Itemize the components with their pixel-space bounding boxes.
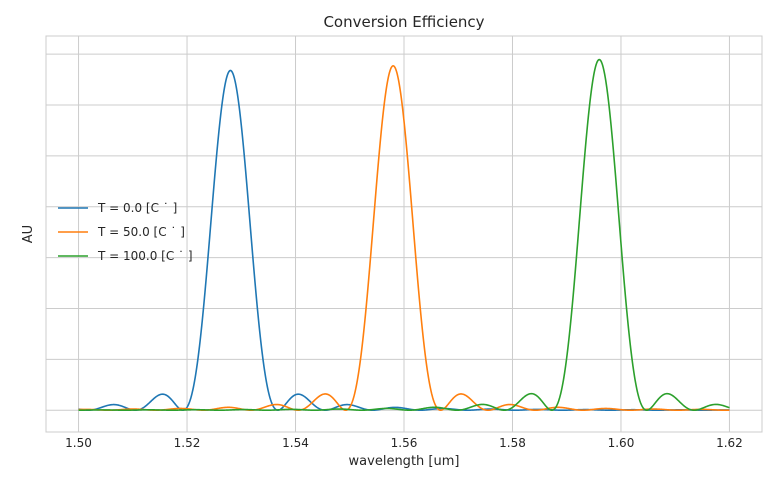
legend: T = 0.0 [C ˙ ] T = 50.0 [C ˙ ] T = 100.0 [… [58,201,193,263]
x-tick-label: 1.54 [282,436,309,450]
legend-label-0: T = 0.0 [C ˙ ] [97,201,177,215]
x-axis-label: wavelength [um] [349,454,460,469]
legend-label-2: T = 100.0 [C ˙ ] [97,249,193,263]
legend-label-1: T = 50.0 [C ˙ ] [97,225,185,239]
x-tick-label: 1.56 [391,436,418,450]
y-axis-label: AU [21,225,36,243]
series-line-2 [78,58,730,412]
x-tick-label: 1.62 [716,436,743,450]
x-tick-label: 1.58 [499,436,526,450]
x-tick-label: 1.52 [174,436,201,450]
chart-title: Conversion Efficiency [323,13,484,31]
x-tick-label: 1.60 [608,436,635,450]
series-lines [78,58,730,412]
plot-frame [45,35,763,433]
x-tick-label: 1.50 [65,436,92,450]
x-tick-labels: 1.50 1.52 1.54 1.56 1.58 1.60 1.62 [65,436,743,450]
series-line-1 [78,64,730,412]
